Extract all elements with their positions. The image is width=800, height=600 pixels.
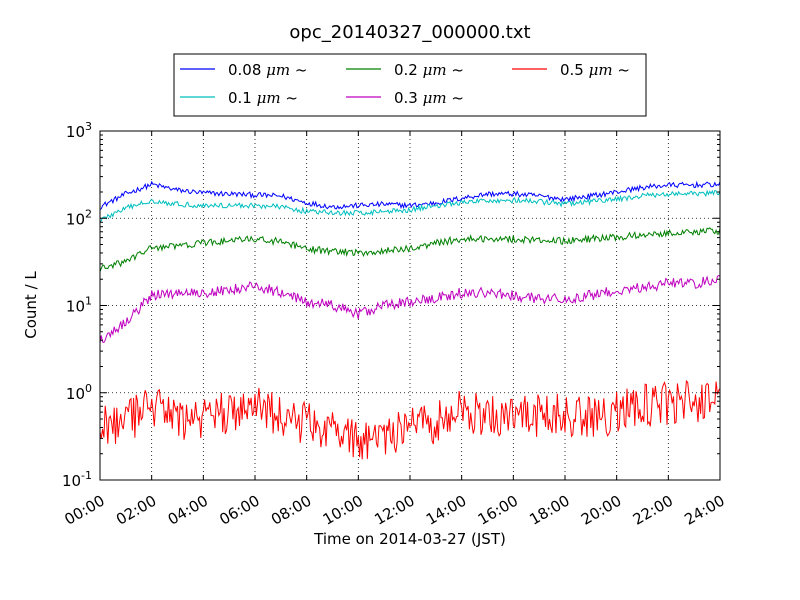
series-lines [99,180,721,460]
series-line-0_08um [99,180,721,210]
y-tick-label: 103 [66,120,92,141]
chart-title: opc_20140327_000000.txt [289,22,530,43]
y-axis-label: Count / L [22,271,40,339]
legend-entry-label: 0.08 μm ~ [228,61,308,79]
y-tick-labels: 10-1 100 101 102 103 [62,120,92,490]
y-tick-label: 101 [66,295,92,316]
legend: 0.08 μm ~ 0.1 μm ~ 0.2 μm ~ 0.3 μm ~ 0.5 μm … [173,53,647,117]
series-line-0_5um [99,379,721,460]
series-line-0_3um [99,275,721,344]
y-tick-label: 10-1 [62,469,92,490]
y-tick-label: 100 [66,382,92,403]
legend-entry-label: 0.5 μm ~ [560,61,630,79]
x-axis-label: Time on 2014-03-27 (JST) [313,530,506,548]
axis-ticks [99,130,721,481]
legend-entry-label: 0.2 μm ~ [394,61,464,79]
legend-box [173,53,647,117]
legend-entry-label: 0.1 μm ~ [228,89,298,107]
series-line-0_1um [99,189,721,223]
y-tick-label: 102 [66,207,92,228]
legend-entry-label: 0.3 μm ~ [394,89,464,107]
series-line-0_2um [99,227,721,272]
